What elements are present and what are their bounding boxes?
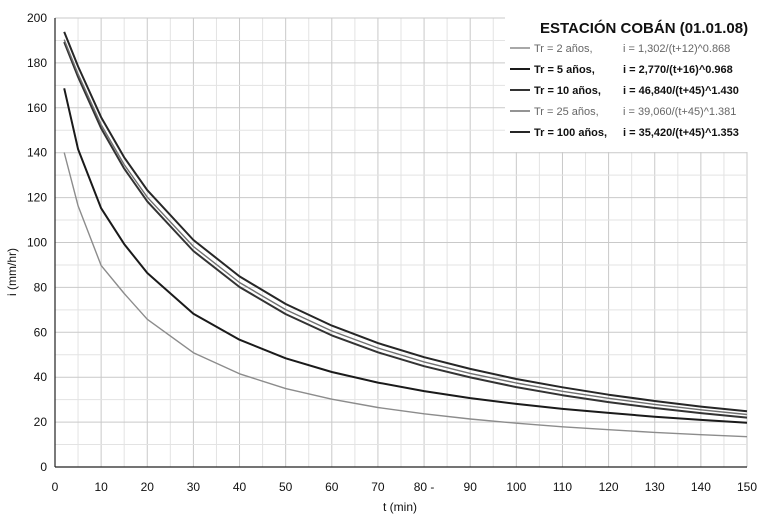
legend-series-name: Tr = 5 años, <box>534 64 595 76</box>
y-tick-label: 100 <box>27 236 47 250</box>
x-tick-label: 120 <box>599 480 619 494</box>
series-line-4 <box>63 39 748 416</box>
legend-series-name: Tr = 2 años, <box>534 43 593 55</box>
y-tick-label: 60 <box>34 325 48 339</box>
legend-equation: i = 2,770/(t+16)^0.968 <box>623 64 733 76</box>
legend-equation: i = 1,302/(t+12)^0.868 <box>623 43 730 55</box>
x-tick-label: 100 <box>506 480 526 494</box>
x-tick-label: 140 <box>691 480 711 494</box>
series-line-5 <box>63 31 748 413</box>
x-tick-label: 20 <box>141 480 155 494</box>
legend-equation: i = 39,060/(t+45)^1.381 <box>623 106 736 118</box>
x-tick-label: 150 <box>737 480 757 494</box>
series-layer <box>63 31 748 438</box>
x-tick-label: 90 <box>464 480 478 494</box>
legend-equation: i = 35,420/(t+45)^1.353 <box>623 127 739 139</box>
x-tick-label: 10 <box>94 480 108 494</box>
legend-equation: i = 46,840/(t+45)^1.430 <box>623 85 739 97</box>
x-tick-label: 60 <box>325 480 339 494</box>
x-axis-label: t (min) <box>383 500 417 514</box>
y-tick-label: 160 <box>27 101 47 115</box>
x-tick-label: 110 <box>553 480 572 494</box>
y-tick-label: 80 <box>34 280 48 294</box>
series-line-2 <box>63 88 748 424</box>
x-tick-label: 0 <box>52 480 59 494</box>
legend-series-name: Tr = 100 años, <box>534 127 607 139</box>
x-tick-label: 70 <box>371 480 385 494</box>
y-tick-labels: 0 20 40 60 80 100 120 140 160 180 200 <box>27 11 47 474</box>
series-line-3 <box>63 41 748 419</box>
legend: ESTACIÓN COBÁN (01.01.08) Tr = 2 años, i … <box>505 12 753 152</box>
y-tick-label: 0 <box>40 460 47 474</box>
y-tick-label: 180 <box>27 56 47 70</box>
axes <box>54 18 747 468</box>
x-tick-label: 30 <box>187 480 201 494</box>
x-tick-label: 130 <box>645 480 665 494</box>
legend-series-name: Tr = 10 años, <box>534 85 601 97</box>
series-line-1 <box>63 152 748 438</box>
y-tick-label: 200 <box>27 11 47 25</box>
y-tick-label: 40 <box>34 370 48 384</box>
y-tick-label: 120 <box>27 191 47 205</box>
y-tick-label: 140 <box>27 146 47 160</box>
x-tick-labels: 0 10 20 30 40 50 60 70 80 - 90 100 110 120 130 140 150 <box>52 480 758 494</box>
y-axis-label: i (mm/hr) <box>5 248 19 296</box>
chart-title: ESTACIÓN COBÁN (01.01.08) <box>540 19 748 37</box>
y-tick-label: 20 <box>34 415 48 429</box>
x-tick-label: 80 - <box>414 480 435 494</box>
legend-background <box>505 12 753 152</box>
legend-series-name: Tr = 25 años, <box>534 106 599 118</box>
x-tick-label: 50 <box>279 480 293 494</box>
x-tick-label: 40 <box>233 480 247 494</box>
